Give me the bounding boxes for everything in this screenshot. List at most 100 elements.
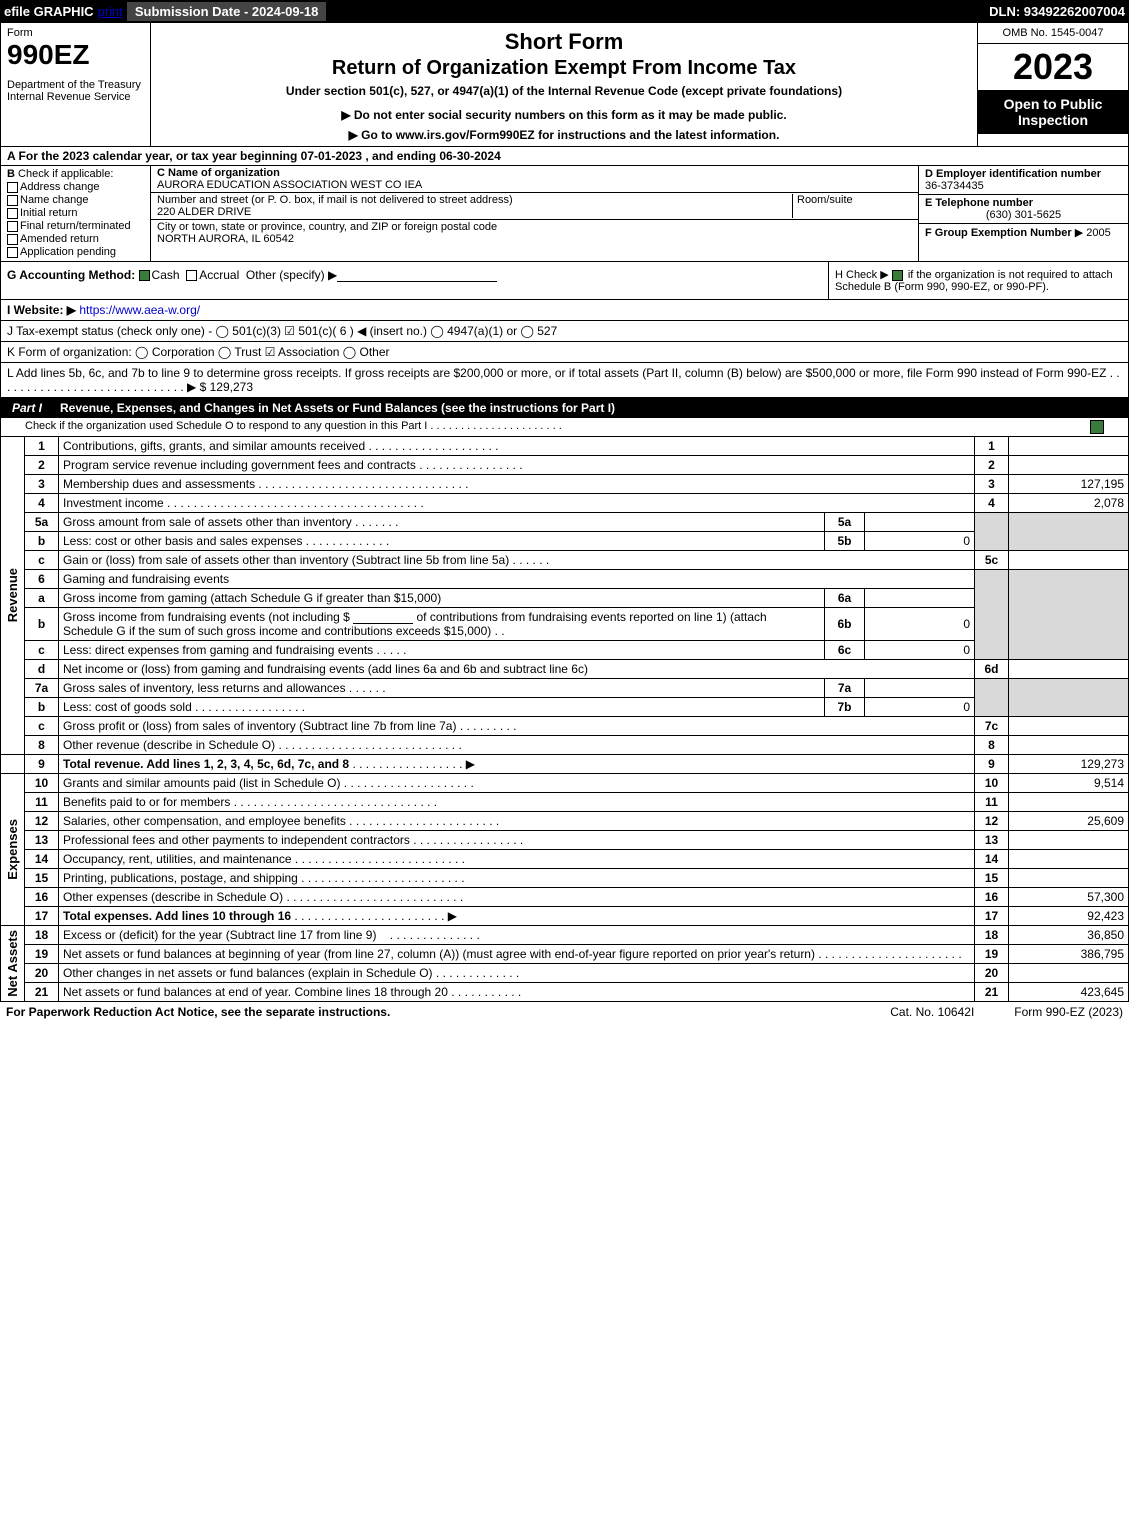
header-right: OMB No. 1545-0047 2023 Open to Public In…	[978, 23, 1128, 146]
line16-value: 57,300	[1009, 888, 1129, 907]
dln-number: DLN: 93492262007004	[989, 4, 1125, 19]
submission-date: Submission Date - 2024-09-18	[127, 2, 327, 21]
form-word: Form	[7, 27, 144, 39]
org-name: AURORA EDUCATION ASSOCIATION WEST CO IEA	[157, 179, 422, 191]
line10-value: 9,514	[1009, 774, 1129, 793]
other-specify-blank	[337, 270, 497, 282]
line17-value: 92,423	[1009, 907, 1129, 926]
line-9: 9 Total revenue. Add lines 1, 2, 3, 4, 5…	[1, 755, 1129, 774]
line-5a: 5a Gross amount from sale of assets othe…	[1, 513, 1129, 532]
line-7c: c Gross profit or (loss) from sales of i…	[1, 717, 1129, 736]
check-schedule-b[interactable]	[892, 270, 903, 281]
row-j: J Tax-exempt status (check only one) - ◯…	[0, 321, 1129, 342]
line-6: 6 Gaming and fundraising events	[1, 570, 1129, 589]
website-link[interactable]: https://www.aea-w.org/	[79, 303, 200, 317]
check-initial-return[interactable]: Initial return	[7, 207, 144, 219]
line21-value: 423,645	[1009, 983, 1129, 1002]
short-form-title: Short Form	[159, 29, 969, 55]
line-2: 2 Program service revenue including gove…	[1, 456, 1129, 475]
ein-value: 36-3734435	[925, 180, 984, 192]
header-left: Form 990EZ Department of the Treasury In…	[1, 23, 151, 146]
row-a-tax-year: A For the 2023 calendar year, or tax yea…	[0, 147, 1129, 166]
line-6b: b Gross income from fundraising events (…	[1, 608, 1129, 641]
expenses-side-label: Expenses	[5, 819, 20, 880]
cat-no: Cat. No. 10642I	[890, 1005, 974, 1019]
check-final-return[interactable]: Final return/terminated	[7, 220, 144, 232]
line-10: Expenses 10 Grants and similar amounts p…	[1, 774, 1129, 793]
irs-link[interactable]: www.irs.gov/Form990EZ	[396, 128, 535, 142]
box-b: B Check if applicable: Address change Na…	[1, 166, 151, 261]
part1-title: Revenue, Expenses, and Changes in Net As…	[60, 401, 615, 415]
page-footer: For Paperwork Reduction Act Notice, see …	[0, 1002, 1129, 1022]
part1-table: Revenue 1 Contributions, gifts, grants, …	[0, 437, 1129, 1002]
row-i: I Website: ▶ https://www.aea-w.org/	[0, 300, 1129, 321]
line-1: Revenue 1 Contributions, gifts, grants, …	[1, 437, 1129, 456]
schedule-o-checkbox[interactable]	[1090, 420, 1104, 434]
row-g: G Accounting Method: Cash Accrual Other …	[1, 262, 828, 299]
tax-year: 2023	[978, 44, 1128, 90]
section-gh: G Accounting Method: Cash Accrual Other …	[0, 262, 1129, 300]
line-21: 21 Net assets or fund balances at end of…	[1, 983, 1129, 1002]
row-h: H Check ▶ if the organization is not req…	[828, 262, 1128, 299]
phone-value: (630) 301-5625	[925, 209, 1122, 221]
check-address-change[interactable]: Address change	[7, 181, 144, 193]
group-exemption: ▶ 2005	[1075, 227, 1111, 239]
line-7b: b Less: cost of goods sold . . . . . . .…	[1, 698, 1129, 717]
line-6d: d Net income or (loss) from gaming and f…	[1, 660, 1129, 679]
check-application-pending[interactable]: Application pending	[7, 246, 144, 258]
line-5c: c Gain or (loss) from sale of assets oth…	[1, 551, 1129, 570]
box-def: D Employer identification number 36-3734…	[918, 166, 1128, 261]
irs-label: Internal Revenue Service	[7, 91, 144, 103]
part1-sub: Check if the organization used Schedule …	[0, 418, 1129, 437]
row-l: L Add lines 5b, 6c, and 7b to line 9 to …	[0, 363, 1129, 398]
check-accrual[interactable]	[186, 270, 197, 281]
line18-value: 36,850	[1009, 926, 1129, 945]
print-link[interactable]: print	[98, 4, 123, 19]
part1-header: Part I Revenue, Expenses, and Changes in…	[0, 398, 1129, 418]
revenue-side-label: Revenue	[5, 568, 20, 622]
line-16: 16 Other expenses (describe in Schedule …	[1, 888, 1129, 907]
line-5b: b Less: cost or other basis and sales ex…	[1, 532, 1129, 551]
line-11: 11 Benefits paid to or for members . . .…	[1, 793, 1129, 812]
ssn-warning: ▶ Do not enter social security numbers o…	[159, 108, 969, 122]
form-version: Form 990-EZ (2023)	[1014, 1005, 1123, 1019]
check-cash[interactable]	[139, 270, 150, 281]
part1-label: Part I	[6, 401, 48, 415]
line-12: 12 Salaries, other compensation, and emp…	[1, 812, 1129, 831]
check-amended[interactable]: Amended return	[7, 233, 144, 245]
line-7a: 7a Gross sales of inventory, less return…	[1, 679, 1129, 698]
line-18: Net Assets 18 Excess or (deficit) for th…	[1, 926, 1129, 945]
top-bar: efile GRAPHIC print Submission Date - 20…	[0, 0, 1129, 23]
line-14: 14 Occupancy, rent, utilities, and maint…	[1, 850, 1129, 869]
line3-value: 127,195	[1009, 475, 1129, 494]
omb-number: OMB No. 1545-0047	[978, 23, 1128, 44]
netassets-side-label: Net Assets	[5, 930, 20, 997]
main-title: Return of Organization Exempt From Incom…	[159, 57, 969, 80]
line-17: 17 Total expenses. Add lines 10 through …	[1, 907, 1129, 926]
line-4: 4 Investment income . . . . . . . . . . …	[1, 494, 1129, 513]
box-c: C Name of organization AURORA EDUCATION …	[151, 166, 918, 261]
line12-value: 25,609	[1009, 812, 1129, 831]
line-3: 3 Membership dues and assessments . . . …	[1, 475, 1129, 494]
form-header: Form 990EZ Department of the Treasury In…	[0, 23, 1129, 147]
section-bcdef: B Check if applicable: Address change Na…	[0, 166, 1129, 262]
check-name-change[interactable]: Name change	[7, 194, 144, 206]
header-center: Short Form Return of Organization Exempt…	[151, 23, 978, 146]
street-address: 220 ALDER DRIVE	[157, 206, 251, 218]
under-section: Under section 501(c), 527, or 4947(a)(1)…	[159, 84, 969, 98]
department-label: Department of the Treasury	[7, 79, 144, 91]
line-8: 8 Other revenue (describe in Schedule O)…	[1, 736, 1129, 755]
line-6a: a Gross income from gaming (attach Sched…	[1, 589, 1129, 608]
line4-value: 2,078	[1009, 494, 1129, 513]
gross-receipts-amount: 129,273	[210, 380, 253, 394]
line19-value: 386,795	[1009, 945, 1129, 964]
form-number: 990EZ	[7, 39, 144, 71]
goto-instructions: ▶ Go to www.irs.gov/Form990EZ for instru…	[159, 128, 969, 142]
open-inspection: Open to Public Inspection	[978, 90, 1128, 134]
line-13: 13 Professional fees and other payments …	[1, 831, 1129, 850]
city-state-zip: NORTH AURORA, IL 60542	[157, 233, 294, 245]
row-k: K Form of organization: ◯ Corporation ◯ …	[0, 342, 1129, 363]
line-6c: c Less: direct expenses from gaming and …	[1, 641, 1129, 660]
paperwork-notice: For Paperwork Reduction Act Notice, see …	[6, 1005, 390, 1019]
line-19: 19 Net assets or fund balances at beginn…	[1, 945, 1129, 964]
